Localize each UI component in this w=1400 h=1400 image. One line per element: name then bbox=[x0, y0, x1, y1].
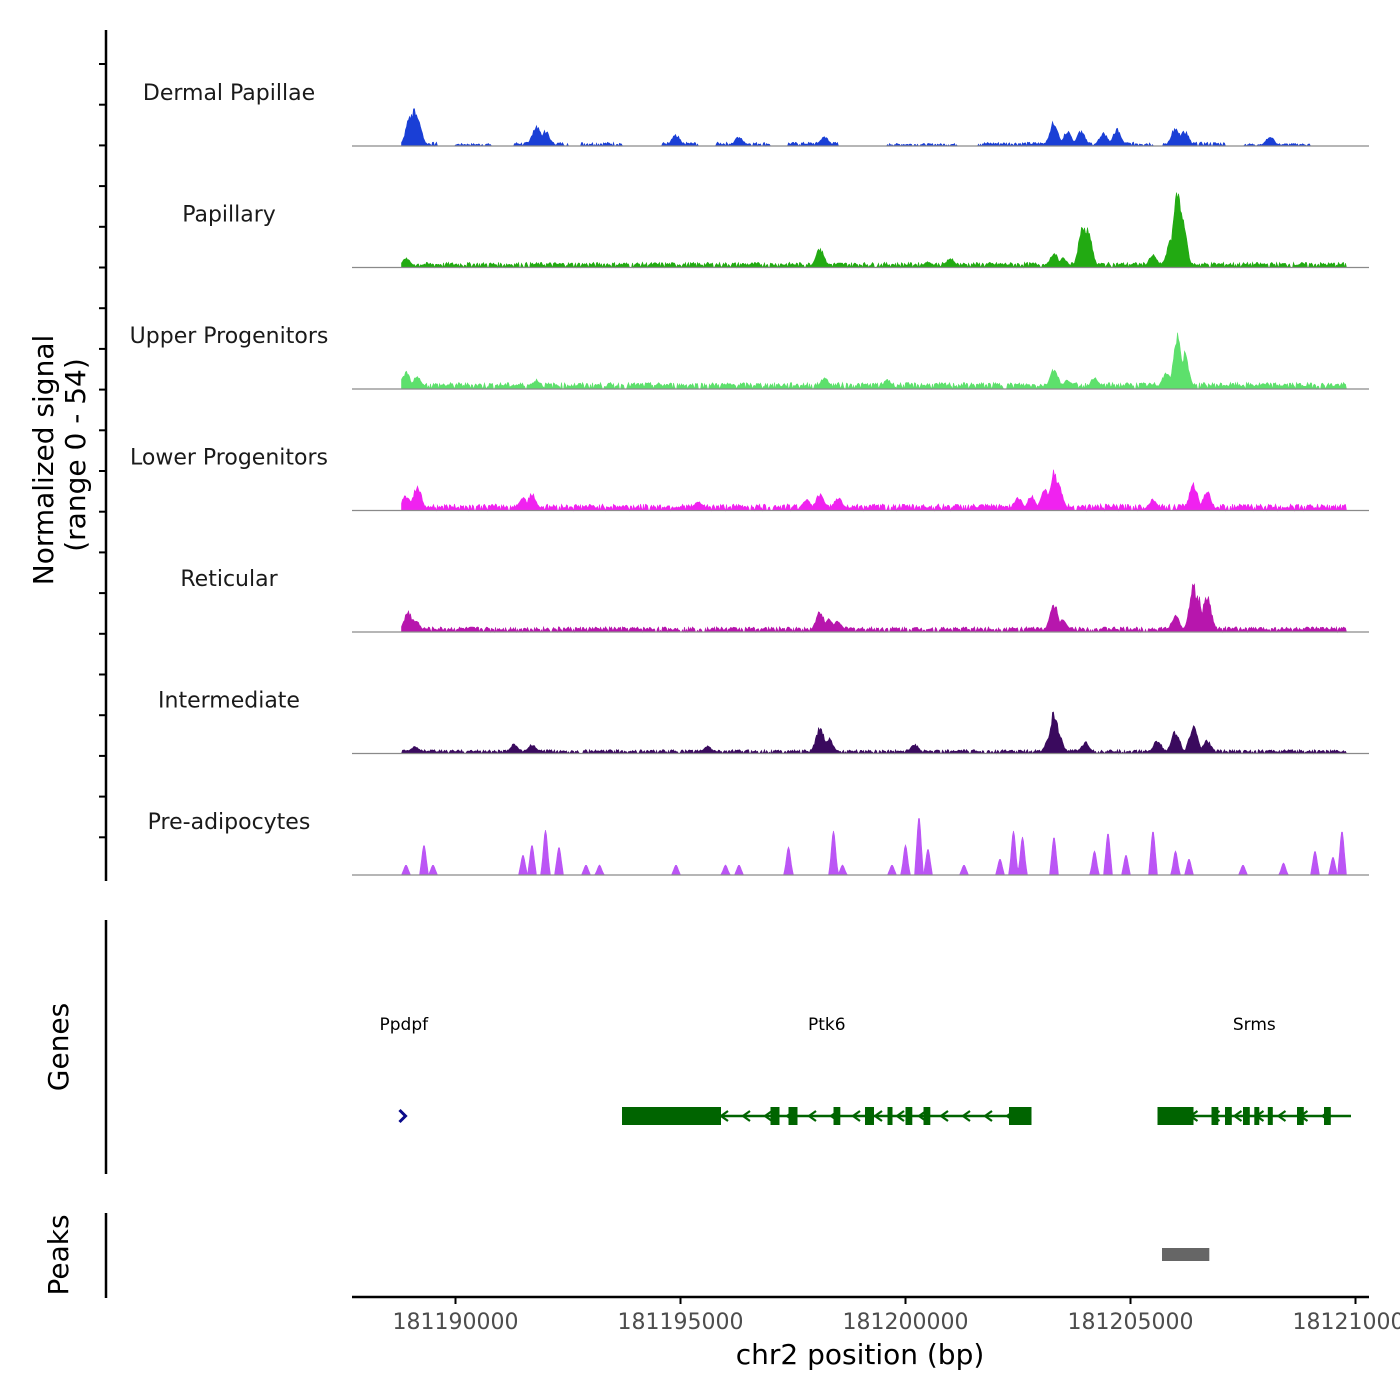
signal-area bbox=[401, 332, 1347, 391]
track-label: Intermediate bbox=[158, 689, 300, 714]
exon bbox=[833, 1107, 841, 1125]
exon bbox=[788, 1107, 798, 1125]
track-reticular: Reticular bbox=[180, 567, 1369, 634]
gene-ppdpf: Ppdpf bbox=[379, 1015, 429, 1124]
exon bbox=[770, 1107, 780, 1125]
gene-ptk6: Ptk6 bbox=[622, 1015, 1032, 1125]
exon bbox=[1324, 1107, 1331, 1125]
x-axis-ticks: 181190000 181195000 181200000 181205000 1812… bbox=[393, 1297, 1400, 1335]
exon bbox=[905, 1107, 913, 1125]
strand-arrow bbox=[851, 1110, 861, 1122]
track-intermediate: Intermediate bbox=[158, 689, 1369, 755]
exon bbox=[887, 1107, 893, 1125]
strand-arrow bbox=[939, 1110, 949, 1122]
exon bbox=[1254, 1107, 1260, 1125]
x-tick-label: 181200000 bbox=[843, 1310, 969, 1335]
signal-area bbox=[401, 583, 1347, 634]
exon bbox=[1225, 1107, 1232, 1125]
peaks-track-title: Peaks bbox=[42, 1214, 75, 1295]
x-tick-label: 181195000 bbox=[618, 1310, 744, 1335]
strand-arrow bbox=[741, 1110, 751, 1122]
y-axis-title-line2: (range 0 - 54) bbox=[59, 358, 92, 552]
exon bbox=[1157, 1107, 1194, 1125]
track-dermal-papillae: Dermal Papillae bbox=[143, 81, 1369, 148]
strand-arrow bbox=[961, 1110, 971, 1122]
gene-label: Ptk6 bbox=[808, 1015, 846, 1035]
exon bbox=[622, 1107, 721, 1125]
exon bbox=[1267, 1107, 1273, 1125]
strand-arrow bbox=[983, 1110, 993, 1122]
gene-annotations: Ppdpf Ptk6 Srms bbox=[379, 1015, 1351, 1125]
signal-area bbox=[401, 818, 1347, 876]
track-label: Papillary bbox=[182, 203, 276, 228]
x-tick-label: 181205000 bbox=[1068, 1310, 1194, 1335]
strand-arrow bbox=[807, 1110, 817, 1122]
exon bbox=[1243, 1107, 1250, 1125]
exon bbox=[923, 1107, 931, 1125]
peak-region bbox=[1162, 1248, 1210, 1261]
strand-arrow bbox=[398, 1108, 408, 1124]
gene-label: Ppdpf bbox=[379, 1015, 429, 1035]
signal-panel-y-ticks bbox=[99, 63, 106, 839]
gene-srms: Srms bbox=[1157, 1015, 1351, 1125]
exon bbox=[1009, 1107, 1032, 1125]
track-upper-progenitors: Upper Progenitors bbox=[130, 324, 1369, 391]
signal-area bbox=[401, 469, 1347, 512]
peak-regions bbox=[1162, 1248, 1210, 1261]
strand-arrow bbox=[895, 1110, 905, 1122]
strand-arrow bbox=[763, 1110, 773, 1122]
track-label: Pre-adipocytes bbox=[148, 810, 311, 835]
track-label: Reticular bbox=[180, 567, 278, 592]
strand-arrow bbox=[873, 1110, 883, 1122]
x-tick-label: 181190000 bbox=[393, 1310, 519, 1335]
track-label: Lower Progenitors bbox=[130, 446, 328, 471]
y-axis-title-line1: Normalized signal bbox=[27, 335, 60, 586]
track-pre-adipocytes: Pre-adipocytes bbox=[148, 810, 1369, 876]
signal-area bbox=[401, 108, 1347, 148]
track-label: Dermal Papillae bbox=[143, 81, 315, 106]
exon bbox=[1297, 1107, 1304, 1125]
exon bbox=[1211, 1107, 1219, 1125]
strand-arrow bbox=[1276, 1110, 1287, 1122]
track-papillary: Papillary bbox=[182, 192, 1369, 269]
exon bbox=[865, 1107, 874, 1125]
signal-tracks: Dermal Papillae Papillary Upper Progenitor… bbox=[130, 81, 1369, 876]
track-label: Upper Progenitors bbox=[130, 324, 329, 349]
x-axis-title: chr2 position (bp) bbox=[736, 1338, 985, 1371]
genes-track-title: Genes bbox=[42, 1003, 75, 1091]
strand-arrow bbox=[1232, 1110, 1243, 1122]
gene-label: Srms bbox=[1233, 1015, 1276, 1035]
signal-area bbox=[401, 192, 1347, 269]
signal-area bbox=[401, 711, 1347, 755]
x-tick-label: 181210000 bbox=[1293, 1310, 1400, 1335]
track-lower-progenitors: Lower Progenitors bbox=[130, 446, 1369, 512]
